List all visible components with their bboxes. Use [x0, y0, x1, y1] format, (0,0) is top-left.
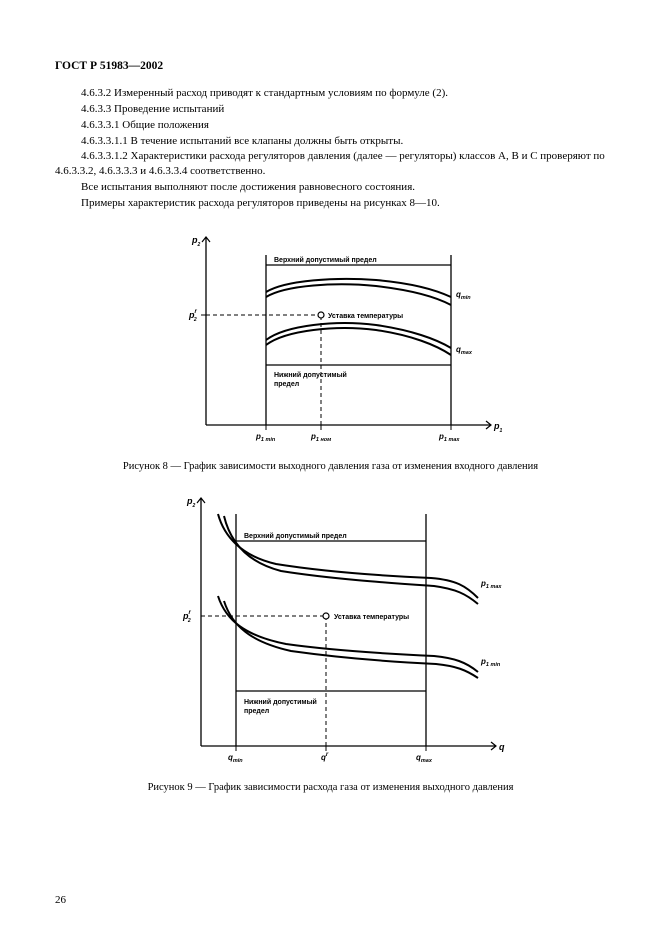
figure-9-caption: Рисунок 9 — График зависимости расхода г…: [55, 782, 606, 793]
fig8-y-setpoint: pr2: [188, 309, 198, 323]
fig8-x-min: p1 min: [255, 432, 276, 443]
para-equilibrium: Все испытания выполняют после достижения…: [55, 180, 606, 195]
fig8-lower-limit-l1: Нижний допустимый: [274, 371, 347, 379]
fig9-p1max: p1 max: [480, 579, 502, 590]
fig9-y-setpoint: pr2: [182, 610, 192, 624]
fig9-y-axis: p2: [186, 496, 196, 509]
para-4-6-3-3-1-1: 4.6.3.3.1.1 В течение испытаний все клап…: [55, 134, 606, 149]
figure-9: Верхний допустимый предел Уставка темпер…: [146, 486, 516, 776]
fig8-x-axis: p1: [493, 421, 503, 434]
fig8-qmax: qmax: [456, 345, 473, 356]
fig9-setpoint-label: Уставка температуры: [334, 614, 409, 621]
para-examples: Примеры характеристик расхода регуляторо…: [55, 196, 606, 211]
fig9-x-r: qr: [321, 752, 329, 762]
fig8-qmin: qmin: [456, 290, 471, 301]
fig9-lower-limit-l1: Нижний допустимый: [244, 698, 317, 706]
fig8-y-axis: p2: [191, 235, 201, 248]
fig9-x-min: qmin: [228, 753, 243, 764]
fig8-x-nom: p1 ном: [310, 432, 331, 443]
para-4-6-3-3-1: 4.6.3.3.1 Общие положения: [55, 118, 606, 133]
figure-8-caption: Рисунок 8 — График зависимости выходного…: [55, 461, 606, 472]
fig8-upper-limit-label: Верхний допустимый предел: [274, 256, 377, 264]
page: ГОСТ Р 51983—2002 4.6.3.2 Измеренный рас…: [0, 0, 661, 936]
fig9-x-max: qmax: [416, 753, 433, 764]
document-header: ГОСТ Р 51983—2002: [55, 60, 606, 72]
fig8-x-max: p1 max: [438, 432, 460, 443]
fig8-lower-limit-l2: предел: [274, 381, 299, 388]
fig8-setpoint-label: Уставка температуры: [328, 313, 403, 320]
para-4-6-3-2: 4.6.3.2 Измеренный расход приводят к ста…: [55, 86, 606, 101]
fig9-x-axis: q: [499, 742, 505, 752]
body-text: 4.6.3.2 Измеренный расход приводят к ста…: [55, 86, 606, 211]
para-4-6-3-3: 4.6.3.3 Проведение испытаний: [55, 102, 606, 117]
page-number: 26: [55, 894, 66, 906]
figure-8: Верхний допустимый предел Уставка темпер…: [156, 225, 506, 455]
fig9-upper-limit-label: Верхний допустимый предел: [244, 532, 347, 540]
fig9-p1min: p1 min: [480, 657, 501, 668]
fig9-lower-limit-l2: предел: [244, 708, 269, 715]
para-4-6-3-3-1-2: 4.6.3.3.1.2 Характеристики расхода регул…: [55, 149, 606, 179]
